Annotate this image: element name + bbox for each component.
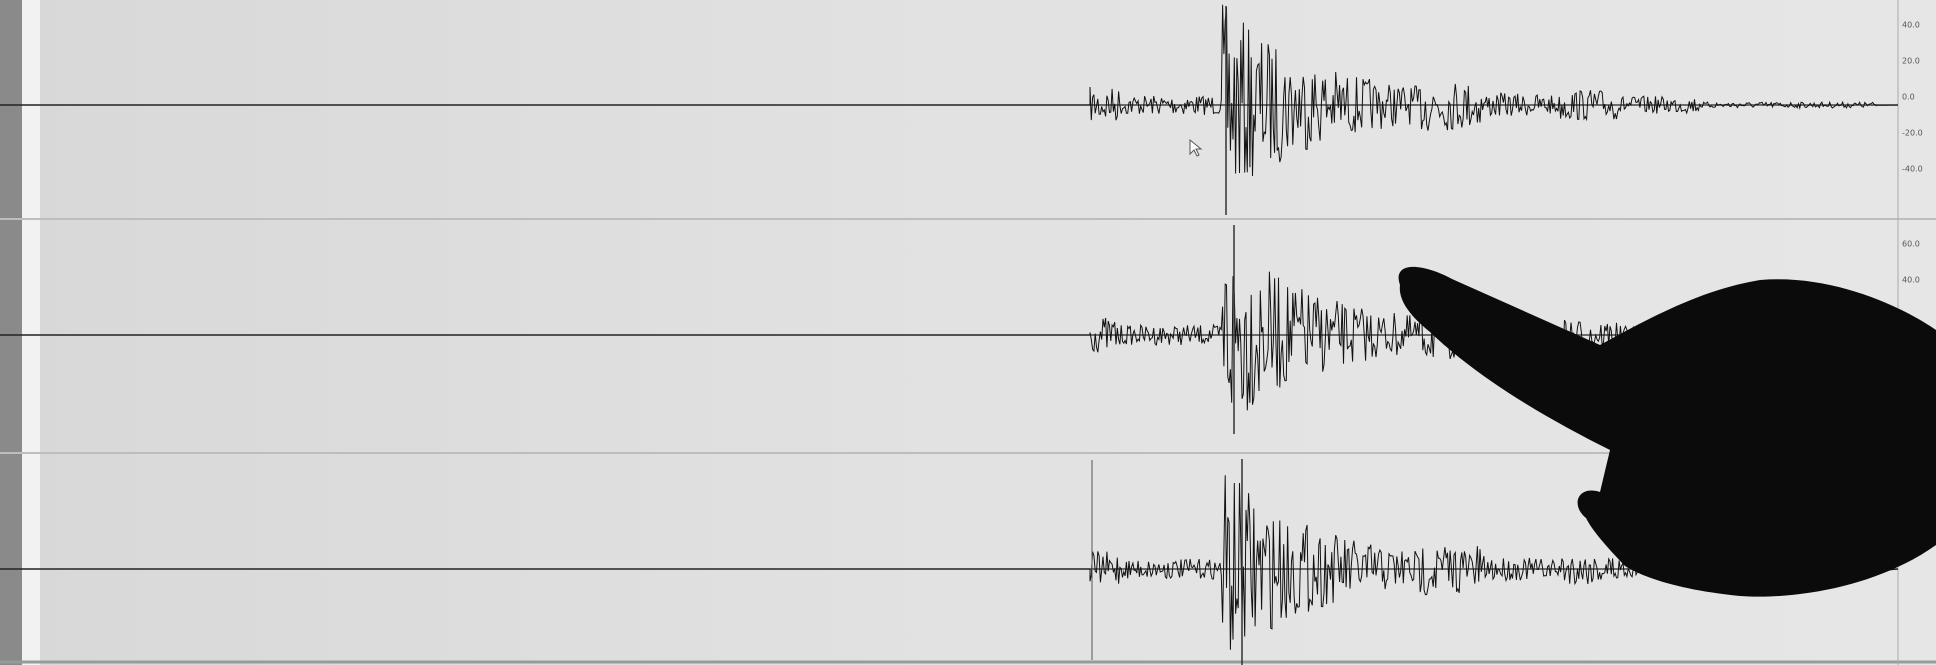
scale-label: 20.0 [1902,57,1920,66]
scale-label: 40.0 [1902,21,1920,30]
waveform [0,4,1899,177]
left-edge [0,0,22,665]
hand-silhouette [1398,266,1936,597]
left-strip [22,0,40,665]
scale-label: 40.0 [1902,276,1920,285]
scale-label: 0.0 [1902,93,1915,102]
mouse-cursor [1189,138,1203,157]
scale-label: -20.0 [1902,129,1923,138]
scale-label: -40.0 [1902,165,1923,174]
scale-label: 60.0 [1902,240,1920,249]
